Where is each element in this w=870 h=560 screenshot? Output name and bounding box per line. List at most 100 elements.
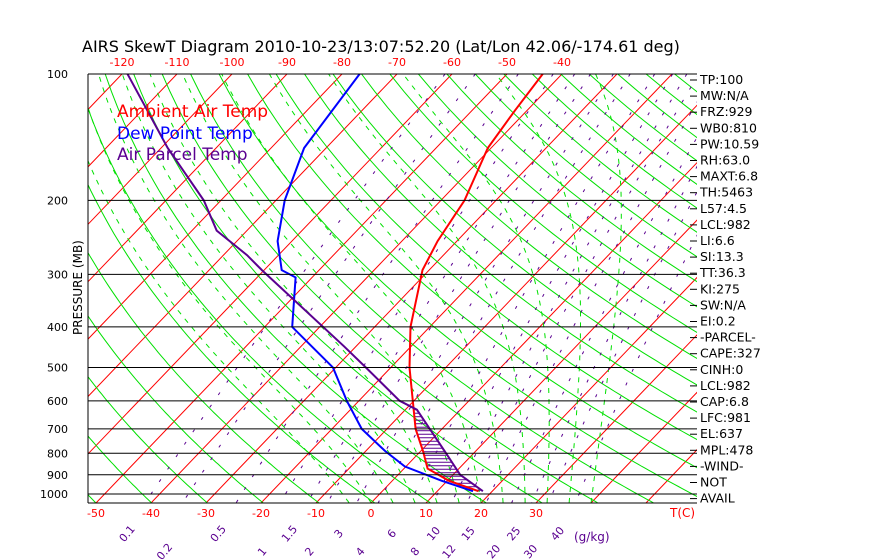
isotherm-line (88, 74, 233, 226)
mixing-ratio-tick-label: 0.2 (154, 541, 175, 560)
ambient-temp-line (408, 74, 544, 493)
top-temp-tick-label: -100 (219, 56, 244, 69)
index-label: CAP:6.8 (700, 394, 749, 409)
bottom-temp-tick-label: -10 (307, 507, 325, 520)
dew-point-line (276, 74, 474, 493)
isotherm-line (425, 219, 697, 503)
dry-adiabat-line (190, 74, 655, 503)
pressure-tick-label: 700 (47, 423, 68, 436)
isotherm-line (535, 334, 697, 503)
index-label: LFC:981 (700, 410, 751, 425)
moist-adiabat-line (495, 74, 582, 503)
legend-dew-point: Dew Point Temp (117, 124, 253, 144)
index-label: PW:10.59 (700, 136, 759, 151)
mixing-ratio-line (466, 75, 697, 503)
pressure-tick-label: 1000 (40, 488, 68, 501)
dry-adiabat-line (503, 74, 697, 233)
mixing-ratio-line (306, 74, 576, 503)
pressure-tick-label: 500 (47, 362, 68, 375)
pressure-tick-label: 100 (47, 68, 68, 81)
y-axis-label: PRESSURE (MB) (71, 240, 85, 335)
mixing-ratio-tick-label: 3 (332, 527, 346, 541)
isotherm-line (88, 74, 288, 283)
isotherm-line (88, 74, 343, 340)
index-label: CINH:0 (700, 362, 743, 377)
pressure-tick-label: 200 (47, 194, 68, 207)
moist-adiabat-line (590, 74, 622, 503)
isotherm-line (260, 74, 673, 503)
isotherm-line (95, 74, 508, 503)
mixing-ratio-line (485, 101, 697, 503)
isotherm-line (150, 74, 563, 503)
index-label: FRZ:929 (700, 104, 753, 119)
mixing-ratio-tick-label: 1.5 (279, 523, 300, 545)
mixing-ratio-line (574, 234, 697, 503)
top-temp-tick-label: -40 (553, 56, 571, 69)
isotherm-line (0, 74, 12, 503)
x-axis-label: T(C) (669, 506, 695, 520)
isotherm-line (480, 276, 697, 503)
mixing-ratio-tick-label: 0.5 (208, 523, 229, 545)
moist-adiabat-line (182, 74, 460, 503)
isotherm-line (88, 74, 398, 398)
index-label: EL:637 (700, 426, 743, 441)
index-label: WB0:810 (700, 120, 757, 135)
index-label: MPL:478 (700, 442, 753, 457)
dry-adiabat-line (418, 74, 697, 308)
index-label: -PARCEL- (700, 330, 756, 345)
moist-adiabat-line (328, 74, 526, 503)
cape-hatch-region (413, 409, 482, 491)
top-temp-tick-label: -110 (164, 56, 189, 69)
top-temp-tick-label: -80 (333, 56, 351, 69)
top-temp-tick-label: -90 (278, 56, 296, 69)
mixing-unit-label: (g/kg) (574, 530, 610, 544)
mixing-ratio-line (531, 165, 697, 503)
index-label: NOT (700, 475, 727, 490)
mixing-ratio-tick-label: 25 (505, 524, 524, 543)
pressure-tick-label: 600 (47, 395, 68, 408)
index-label: AVAIL (700, 491, 735, 506)
index-label: SW:N/A (700, 297, 746, 312)
bottom-temp-tick-label: 10 (419, 507, 433, 520)
index-label: KI:275 (700, 281, 740, 296)
bottom-temp-tick-label: -30 (197, 507, 215, 520)
mixing-ratio-line (432, 74, 674, 503)
mixing-ratio-tick-label: 1 (255, 545, 269, 559)
bottom-temp-tick-label: -50 (87, 507, 105, 520)
index-label: LCL:982 (700, 378, 751, 393)
isotherm-line (370, 161, 697, 503)
bottom-temp-tick-label: 30 (529, 507, 543, 520)
moist-adiabat-line (221, 74, 482, 503)
index-label: MAXT:6.8 (700, 169, 758, 184)
dry-adiabat-line (389, 74, 697, 334)
axes: 0.10.20.511.5234681012152025304010020030… (40, 56, 697, 560)
legend-ambient-temp: Ambient Air Temp (117, 102, 268, 122)
index-label: LCL:982 (700, 217, 751, 232)
moist-adiabat-line (402, 74, 550, 503)
dry-adiabat-line (361, 74, 697, 360)
mixing-ratio-tick-label: 20 (484, 542, 503, 560)
moist-adiabat-line (88, 106, 372, 503)
dry-adiabat-line (247, 74, 697, 469)
mixing-ratio-tick-label: 2 (302, 545, 316, 559)
isotherm-line (88, 74, 453, 455)
pressure-tick-label: 400 (47, 321, 68, 334)
bottom-temp-tick-label: -20 (252, 507, 270, 520)
mixing-ratio-tick-label: 8 (408, 545, 422, 559)
moist-adiabat-line (268, 74, 504, 503)
moist-adiabat-line (149, 74, 438, 503)
isotherm-line (88, 74, 178, 168)
mixing-ratio-tick-label: 4 (353, 545, 367, 559)
mixing-ratio-tick-label: 15 (459, 524, 478, 543)
index-label: -WIND- (700, 458, 744, 473)
dry-adiabat-line (332, 74, 697, 386)
top-temp-tick-label: -60 (443, 56, 461, 69)
mixing-ratio-line (326, 74, 591, 503)
top-temp-tick-label: -70 (388, 56, 406, 69)
index-label: MW:N/A (700, 88, 749, 103)
bottom-temp-tick-label: 20 (474, 507, 488, 520)
index-label: TT:36.3 (699, 265, 746, 280)
mixing-ratio-line (144, 74, 446, 503)
